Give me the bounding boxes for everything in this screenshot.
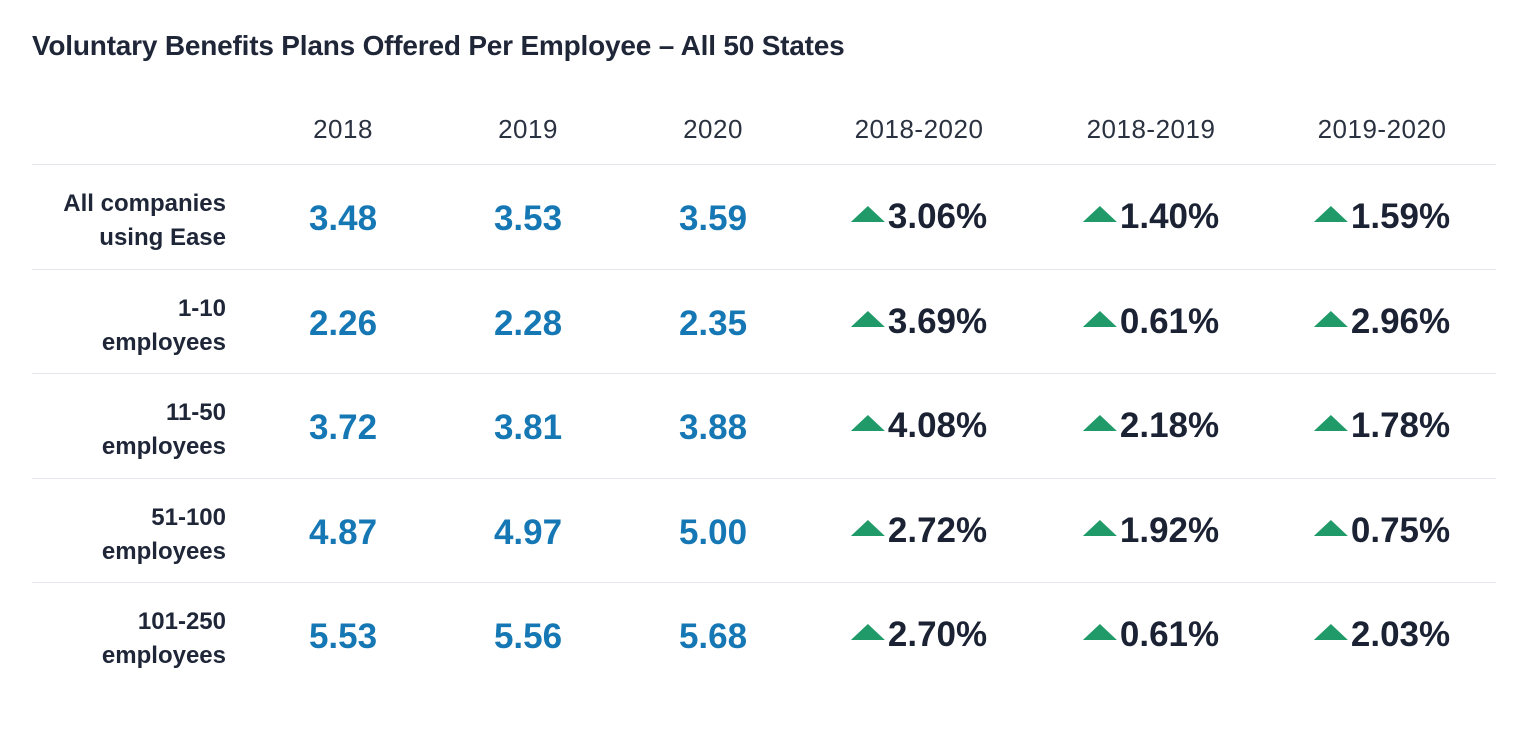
row-label-line1: 1-10 — [177, 294, 226, 322]
value-cell-2020: 3.88 — [678, 408, 748, 447]
change-value: 0.61% — [1119, 301, 1220, 341]
table-row: All companies using Ease 3.48 3.53 3.59 3.06%… — [32, 165, 1496, 270]
chart-title: Voluntary Benefits Plans Offered Per Emp… — [32, 30, 845, 61]
change-value: 0.61% — [1119, 615, 1220, 654]
up-triangle-icon — [1313, 415, 1348, 431]
change-value: 4.08% — [887, 406, 988, 445]
change-cell-2018-2019: 0.61% — [1082, 301, 1220, 342]
change-cell-2018-2020: 3.06% — [850, 197, 988, 237]
change-cell-2018-2020: 2.70% — [850, 615, 988, 655]
change-value: 0.75% — [1350, 510, 1451, 550]
value-cell-2019: 2.28 — [493, 303, 563, 343]
table-row: 11-50 employees 3.72 3.81 3.88 4.08% 2.18% 1.78… — [32, 374, 1496, 479]
change-value: 3.06% — [887, 197, 988, 236]
column-header-2018: 2018 — [313, 114, 373, 144]
row-label-line2: using Ease — [99, 224, 226, 251]
column-header-2018-2019: 2018-2019 — [1086, 114, 1216, 144]
value-cell-2018: 2.26 — [308, 303, 378, 343]
value-cell-2019: 4.97 — [493, 512, 563, 552]
row-label: 101-250 employees — [26, 605, 226, 673]
up-triangle-icon — [850, 310, 885, 327]
value-cell-2020: 2.35 — [678, 303, 748, 343]
value-cell-2020: 5.00 — [678, 512, 748, 552]
value-cell-2019: 5.56 — [493, 617, 563, 656]
value-cell-2018: 4.87 — [308, 512, 378, 552]
change-value: 3.69% — [887, 301, 988, 341]
column-header-2020: 2020 — [683, 114, 743, 144]
change-cell-2018-2019: 2.18% — [1082, 406, 1220, 446]
table-header-row: 2018 2019 2020 2018-2020 2018-2019 2019-… — [32, 100, 1496, 165]
row-label-line2: employees — [101, 642, 226, 669]
table-row: 1-10 employees 2.26 2.28 2.35 3.69% 0.61% 2.96% — [32, 270, 1496, 374]
row-label-line2: employees — [101, 433, 226, 460]
row-label-line1: All companies — [63, 190, 226, 217]
change-cell-2019-2020: 1.78% — [1313, 406, 1451, 446]
value-cell-2018: 3.48 — [308, 199, 378, 238]
table-body: All companies using Ease 3.48 3.53 3.59 3.06%… — [32, 165, 1496, 687]
up-triangle-icon — [1313, 624, 1348, 640]
row-label-line2: employees — [101, 537, 226, 565]
value-cell-2018: 5.53 — [308, 617, 378, 656]
row-label-line1: 101-250 — [137, 608, 226, 635]
up-triangle-icon — [850, 519, 885, 536]
up-triangle-icon — [1313, 310, 1348, 327]
up-triangle-icon — [850, 415, 885, 431]
up-triangle-icon — [1082, 519, 1117, 536]
row-label: 1-10 employees — [26, 292, 226, 360]
up-triangle-icon — [850, 206, 885, 222]
change-cell-2018-2019: 1.40% — [1082, 197, 1220, 237]
table-row: 101-250 employees 5.53 5.56 5.68 2.70% 0.61% 2.… — [32, 583, 1496, 687]
value-cell-2019: 3.81 — [493, 408, 563, 447]
change-value: 1.92% — [1119, 510, 1220, 550]
up-triangle-icon — [1313, 206, 1348, 222]
column-header-2019-2020: 2019-2020 — [1317, 114, 1447, 144]
row-label-line2: employees — [101, 328, 226, 356]
up-triangle-icon — [1082, 415, 1117, 431]
column-header-2018-2020: 2018-2020 — [854, 114, 984, 144]
change-value: 2.70% — [887, 615, 988, 654]
up-triangle-icon — [850, 624, 885, 640]
up-triangle-icon — [1082, 206, 1117, 222]
change-value: 2.72% — [887, 510, 988, 550]
benefits-table: 2018 2019 2020 2018-2020 2018-2019 2019-… — [32, 100, 1496, 687]
change-value: 2.96% — [1350, 301, 1451, 341]
column-header-2019: 2019 — [498, 114, 558, 144]
up-triangle-icon — [1082, 624, 1117, 640]
change-value: 1.78% — [1350, 406, 1451, 445]
change-cell-2019-2020: 2.03% — [1313, 615, 1451, 655]
change-cell-2018-2020: 2.72% — [850, 510, 988, 551]
change-value: 2.03% — [1350, 615, 1451, 654]
change-cell-2019-2020: 1.59% — [1313, 197, 1451, 237]
row-label: 51-100 employees — [26, 501, 226, 569]
change-cell-2018-2020: 3.69% — [850, 301, 988, 342]
table-row: 51-100 employees 4.87 4.97 5.00 2.72% 1.92% 0.7… — [32, 479, 1496, 583]
row-label: All companies using Ease — [26, 187, 226, 255]
change-value: 1.59% — [1350, 197, 1451, 236]
row-label: 11-50 employees — [26, 396, 226, 464]
change-value: 1.40% — [1119, 197, 1220, 236]
value-cell-2018: 3.72 — [308, 408, 378, 447]
change-cell-2019-2020: 2.96% — [1313, 301, 1451, 342]
change-cell-2018-2019: 0.61% — [1082, 615, 1220, 655]
row-label-line1: 11-50 — [165, 399, 226, 426]
change-cell-2018-2019: 1.92% — [1082, 510, 1220, 551]
up-triangle-icon — [1082, 310, 1117, 327]
row-label-line1: 51-100 — [151, 503, 226, 531]
value-cell-2019: 3.53 — [493, 199, 563, 238]
change-cell-2019-2020: 0.75% — [1313, 510, 1451, 551]
value-cell-2020: 3.59 — [678, 199, 748, 238]
up-triangle-icon — [1313, 519, 1348, 536]
value-cell-2020: 5.68 — [678, 617, 748, 656]
change-cell-2018-2020: 4.08% — [850, 406, 988, 446]
change-value: 2.18% — [1119, 406, 1220, 445]
